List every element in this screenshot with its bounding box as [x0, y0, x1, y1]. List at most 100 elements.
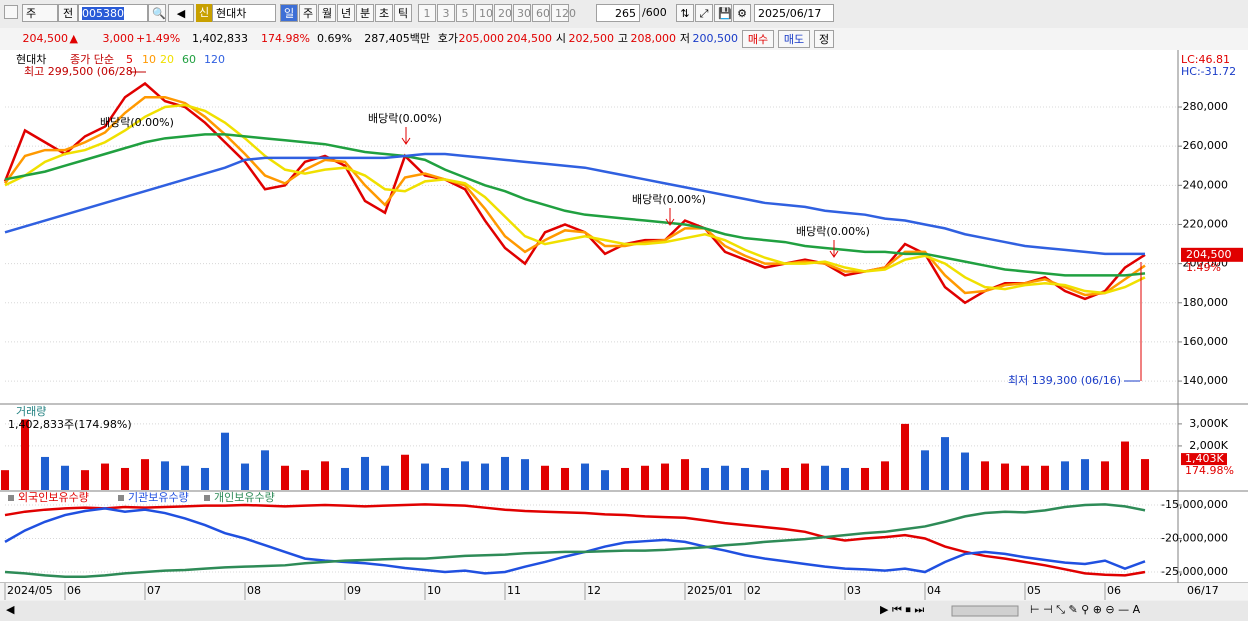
- quote-high: 208,000: [630, 32, 677, 45]
- x-axis-bg: [0, 583, 1248, 600]
- buy-button[interactable]: 매수: [742, 30, 774, 48]
- volume-bar: [261, 450, 269, 490]
- period-button[interactable]: 틱: [394, 4, 412, 22]
- count-input[interactable]: 265: [596, 4, 640, 22]
- series-line: [3, 95, 1146, 297]
- market-select[interactable]: 주: [22, 4, 58, 22]
- volume-bar: [1, 470, 9, 490]
- max-label: 최고 299,500 (06/28): [24, 65, 137, 78]
- volume-bar: [1101, 461, 1109, 490]
- chart-title: 현대차: [16, 53, 46, 66]
- quote-ask: 205,000: [458, 32, 505, 45]
- y-tick-label: 240,000: [1183, 178, 1229, 191]
- y-tick-label: 260,000: [1183, 139, 1229, 152]
- interval-button[interactable]: 60: [532, 4, 550, 22]
- period-button[interactable]: 주: [299, 4, 317, 22]
- fix-button[interactable]: 정: [814, 30, 834, 48]
- volume-bar: [1041, 465, 1049, 490]
- interval-button[interactable]: 1: [418, 4, 436, 22]
- legend-swatch: [118, 495, 124, 501]
- search-button[interactable]: 🔍: [148, 4, 166, 22]
- checkbox[interactable]: [4, 5, 18, 19]
- legend-entry: 120: [204, 53, 225, 66]
- interval-button[interactable]: 20: [494, 4, 512, 22]
- y-tick-label: 140,000: [1183, 374, 1229, 387]
- legend-entry: 10: [142, 53, 156, 66]
- date-input[interactable]: 2025/06/17: [754, 4, 834, 22]
- tool-button[interactable]: 💾: [714, 4, 732, 22]
- mode-select[interactable]: 전: [58, 4, 78, 22]
- legend-entry: 개인보유수량: [214, 491, 275, 504]
- x-tick-label: 11: [507, 584, 521, 597]
- x-tick-label: 05: [1027, 584, 1041, 597]
- interval-button[interactable]: 3: [437, 4, 455, 22]
- volume-bar: [501, 456, 509, 490]
- min-label: 최저 139,300 (06/16): [1008, 374, 1121, 387]
- volume-bar: [441, 467, 449, 490]
- volume-bar: [521, 459, 529, 490]
- volume-bar: [481, 463, 489, 490]
- volume-bar: [61, 465, 69, 490]
- volume-bar: [421, 463, 429, 490]
- volume-bar: [341, 467, 349, 490]
- volume-bar: [101, 463, 109, 490]
- volume-bar: [1061, 461, 1069, 490]
- quote-price: 204,500: [22, 32, 69, 45]
- volume-bar: [981, 461, 989, 490]
- tool-button[interactable]: ⚙: [733, 4, 751, 22]
- volume-bar: [21, 419, 29, 490]
- count-max: /600: [642, 6, 667, 19]
- tool-button[interactable]: ⇅: [676, 4, 694, 22]
- panel-subtitle: 1,402,833주(174.98%): [8, 418, 132, 431]
- quote-volume-pct: 174.98%: [261, 32, 310, 45]
- sound-button[interactable]: ◀: [168, 4, 194, 22]
- annotation-arrow: [829, 240, 839, 258]
- volume-bar: [41, 456, 49, 490]
- volume-bar: [1141, 459, 1149, 490]
- series-line: [4, 103, 1146, 295]
- high-label: 고: [617, 32, 628, 45]
- code-input[interactable]: 005380: [78, 4, 148, 22]
- quote-low: 200,500: [692, 32, 739, 45]
- interval-button[interactable]: 30: [513, 4, 531, 22]
- volume-bar: [301, 470, 309, 490]
- annotation: 배당락(0.00%): [796, 225, 870, 238]
- quote-change-pct: +1.49%: [136, 32, 181, 45]
- hc-label: HC:-31.72: [1181, 65, 1236, 78]
- tool-button[interactable]: ⤢: [695, 4, 713, 22]
- volume-bar: [81, 470, 89, 490]
- last-tag: [1181, 247, 1243, 262]
- volume-bar: [801, 463, 809, 490]
- y-tick-label: -25,000,000: [1161, 565, 1228, 578]
- volume-bar: [121, 467, 129, 490]
- volume-bar: [621, 467, 629, 490]
- volume-bar: [741, 467, 749, 490]
- volume-bar: [401, 454, 409, 490]
- volume-bar: [181, 465, 189, 490]
- volume-last: 1,403K: [1185, 452, 1224, 465]
- volume-bar: [141, 459, 149, 490]
- period-button[interactable]: 초: [375, 4, 393, 22]
- volume-tag: [1181, 453, 1227, 466]
- interval-button[interactable]: 5: [456, 4, 474, 22]
- interval-button[interactable]: 10: [475, 4, 493, 22]
- quote-change: 3,000: [102, 32, 135, 45]
- name-input[interactable]: 현대차: [212, 4, 276, 22]
- interval-button[interactable]: 120: [551, 4, 576, 22]
- chart: 140,000160,000180,000200,000220,000240,0…: [0, 50, 1248, 621]
- volume-bar: [941, 437, 949, 490]
- period-button[interactable]: 년: [337, 4, 355, 22]
- volume-bar: [361, 456, 369, 490]
- legend-entry: 5: [126, 53, 133, 66]
- legend-title: 종가 단순: [70, 53, 114, 66]
- period-button[interactable]: 월: [318, 4, 336, 22]
- x-tick-label: 2024/05: [7, 584, 53, 597]
- period-button[interactable]: 분: [356, 4, 374, 22]
- volume-bar: [781, 467, 789, 490]
- volume-bar: [201, 467, 209, 490]
- y-tick-label: 280,000: [1183, 100, 1229, 113]
- sell-button[interactable]: 매도: [778, 30, 810, 48]
- period-button[interactable]: 일: [280, 4, 298, 22]
- y-tick-label: -15,000,000: [1161, 498, 1228, 511]
- x-tick-label: 2025/01: [687, 584, 733, 597]
